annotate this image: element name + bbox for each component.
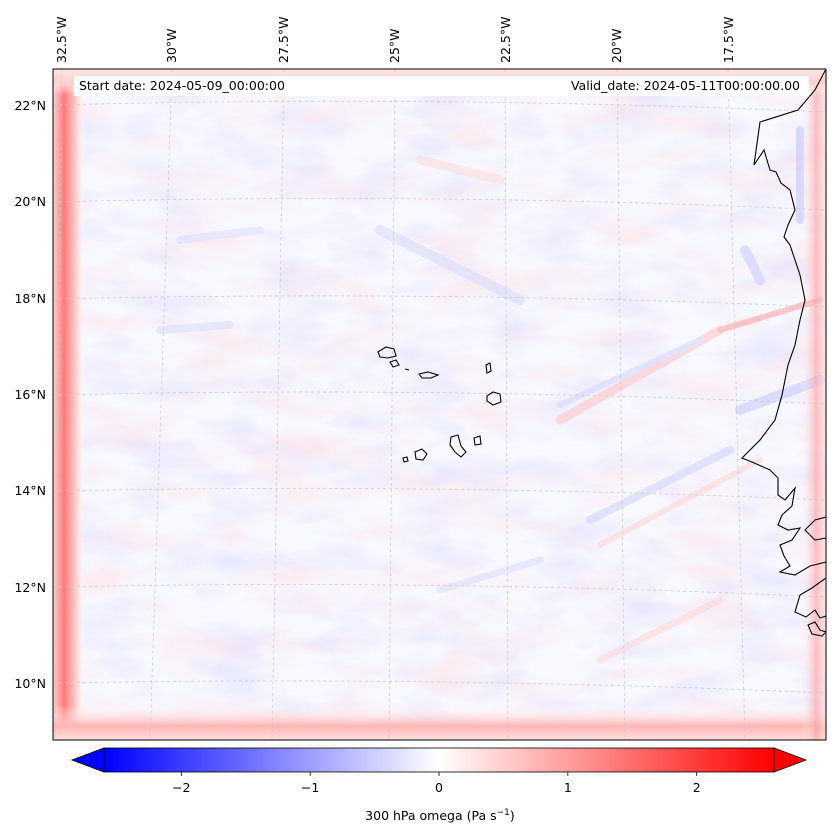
island-sal [485,362,492,374]
map-frame [52,68,827,741]
colorbar-tick-label: 0 [435,780,443,795]
island-santo-antao [377,346,397,359]
left-boundary-band [53,69,85,740]
africa-coastline [741,69,826,637]
colorbar-extend-high [773,747,808,773]
lon-label: 25°W [387,28,402,63]
colorbar: −2 −1 0 1 2 300 hPa omega (Pa s−1) [70,747,808,823]
date-banner [74,76,809,96]
lat-label: 14°N [14,483,46,498]
lat-label: 12°N [14,580,46,595]
island-sao-vicente [389,359,400,368]
right-boundary-band [800,69,826,740]
island-boa-vista [486,391,502,406]
island-santiago [449,434,467,458]
latitude-labels: 22°N 20°N 18°N 16°N 14°N 12°N 10°N [14,98,46,691]
island-santa-luzia [404,368,410,371]
island-maio [473,435,482,446]
island-brava [402,456,409,463]
island-fogo [414,448,428,461]
lat-label: 20°N [14,194,46,209]
colorbar-tick-label: −2 [172,780,190,795]
lon-label: 20°W [609,28,624,63]
lon-label: 17.5°W [721,17,736,63]
map-panel: Start date: 2024-05-09_00:00:00 Valid_da… [53,69,826,740]
lon-label: 22.5°W [498,17,513,63]
cape-verde-islands [377,346,502,463]
colorbar-label: 300 hPa omega (Pa s−1) [365,808,515,823]
island-sao-nicolau [418,371,440,379]
lon-label: 27.5°W [276,17,291,63]
lat-label: 22°N [14,98,46,113]
colorbar-tick-label: −1 [301,780,319,795]
gridlines [53,69,826,740]
colorbar-tick-label: 1 [564,780,572,795]
bottom-boundary-band [53,705,826,740]
colorbar-extend-low [70,747,105,773]
lon-label: 32.5°W [54,17,69,63]
lat-label: 18°N [14,291,46,306]
lat-label: 10°N [14,676,46,691]
lat-label: 16°N [14,387,46,402]
omega-field [53,69,826,740]
longitude-labels: 32.5°W 30°W 27.5°W 25°W 22.5°W 20°W 17.5… [54,17,736,63]
start-date-label: Start date: 2024-05-09_00:00:00 [79,78,285,93]
colorbar-tick-label: 2 [693,780,701,795]
colorbar-ticks: −2 −1 0 1 2 [172,772,701,795]
colorbar-body [103,747,775,773]
valid-date-label: Valid_date: 2024-05-11T00:00:00.00 [571,78,800,93]
lon-label: 30°W [164,28,179,63]
